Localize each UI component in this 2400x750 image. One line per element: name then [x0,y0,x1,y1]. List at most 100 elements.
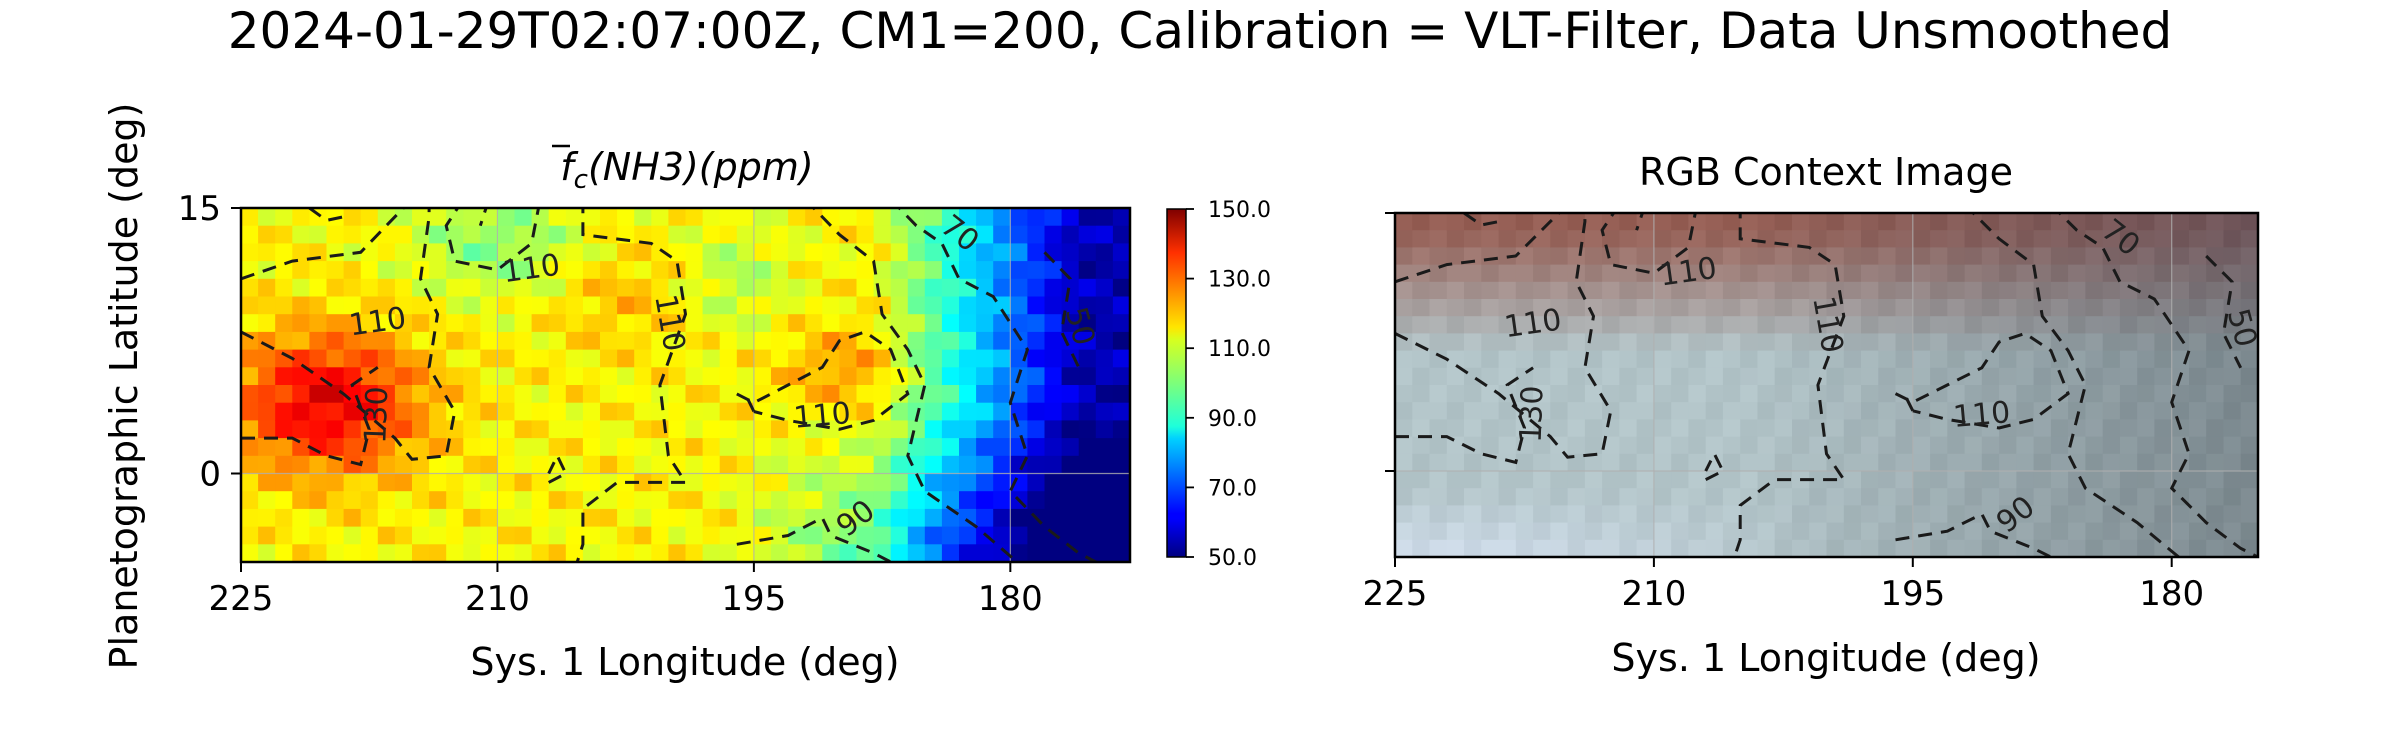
rgb-cell [1636,281,1655,300]
heatmap-cell [446,491,464,510]
rgb-cell [1774,539,1793,557]
rgb-cell [1395,230,1413,248]
rgb-cell [1550,402,1569,420]
heatmap-cell [924,420,943,439]
rgb-cell [2085,522,2104,541]
heatmap-cell [873,438,892,457]
rgb-cell [1533,247,1551,266]
rgb-cell [1636,264,1655,283]
rgb-cell [2102,316,2121,334]
rgb-cell [1757,247,1776,266]
heatmap-cell [805,544,823,562]
rgb-cell [1826,316,1845,334]
rgb-cell [1861,436,1879,455]
heatmap-cell [565,544,584,562]
heatmap-cell [531,367,550,386]
heatmap-cell [377,314,396,333]
heatmap-cell [429,314,447,333]
rgb-cell [1464,333,1482,352]
rgb-cell [1843,367,1862,386]
rgb-cell [1533,436,1551,455]
rgb-cell [1550,281,1569,300]
heatmap-cell [292,314,310,333]
heatmap-cell [924,314,943,333]
heatmap-cell [446,261,464,280]
heatmap-cell [1027,526,1046,545]
rgb-cell [1533,350,1551,369]
rgb-cell [2240,522,2258,541]
rgb-cell [2085,367,2104,386]
heatmap-cell [548,261,567,280]
heatmap-cell [856,367,875,386]
rgb-cell [1498,264,1517,283]
heatmap-cell [668,455,687,475]
rgb-cell [1429,419,1448,438]
heatmap-cell [993,526,1011,545]
rgb-cell [1861,522,1879,541]
heatmap-cell [1095,438,1114,457]
rgb-cell [2103,557,2121,575]
heatmap-cell [651,544,669,562]
heatmap-cell [360,314,379,333]
heatmap-cell [976,385,994,404]
rgb-cell [2206,299,2225,317]
rgb-cell [1671,419,1690,438]
heatmap-cell [258,526,276,545]
heatmap-cell [959,402,977,421]
rgb-cell [2189,419,2207,438]
heatmap-cell [753,455,772,475]
heatmap-cell [394,261,413,280]
heatmap-cell [326,261,345,280]
rgb-cell [1395,557,1413,575]
rgb-cell [1912,453,1931,472]
rgb-cell [1705,230,1724,248]
rgb-cell [2137,488,2156,506]
heatmap-cell [343,225,362,244]
heatmap-cell [1010,278,1028,298]
rgb-cell [1446,281,1465,300]
rgb-cell [2171,281,2190,300]
rgb-cell [1930,522,1948,541]
heatmap-cell [839,402,858,421]
rgb-cell [2102,419,2121,438]
heatmap-cell [753,349,772,368]
rgb-cell [2102,213,2121,231]
rgb-cell [1895,488,1914,506]
rgb-cell [1533,367,1551,386]
heatmap-cell [941,314,960,333]
heatmap-cell [1112,296,1130,315]
heatmap-cell [719,473,738,492]
heatmap-cell [275,367,293,386]
heatmap-cell [292,544,310,562]
rgb-cell [1792,539,1810,557]
heatmap-cell [343,208,362,227]
rgb-cell [1550,333,1569,352]
rgb-cell [2137,316,2156,334]
rgb-cell [2016,230,2035,248]
rgb-cell [2137,281,2156,300]
rgb-cell [1740,333,1759,352]
rgb-cell [1567,522,1586,541]
heatmap-cell [582,526,601,545]
rgb-cell [1515,471,1534,489]
heatmap-cell [412,225,430,244]
heatmap-cell [1078,438,1097,457]
heatmap-cell [993,296,1011,315]
heatmap-cell [446,296,464,315]
heatmap-cell [463,491,481,510]
rgb-cell [1930,213,1948,231]
heatmap-cell [1010,508,1028,528]
rgb-cell [2189,453,2207,472]
heatmap-cell [377,261,396,280]
heatmap-cell [771,438,789,457]
heatmap-cell [907,367,926,386]
heatmap-cell [1044,296,1063,315]
rgb-cell [2119,385,2138,403]
heatmap-cell [480,225,498,244]
heatmap-cell [890,526,909,545]
rgb-cell [1653,453,1672,472]
rgb-cell [1533,419,1551,438]
rgb-cell [1809,453,1828,472]
rgb-cell [1705,522,1724,541]
heatmap-cell [993,261,1011,280]
